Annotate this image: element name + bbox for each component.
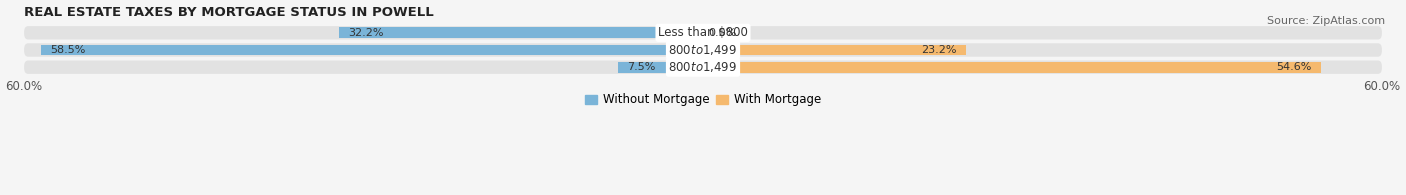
Bar bbox=[339, 27, 703, 38]
Bar bbox=[703, 62, 1320, 73]
FancyBboxPatch shape bbox=[24, 60, 1382, 74]
Text: 23.2%: 23.2% bbox=[921, 45, 956, 55]
Text: 32.2%: 32.2% bbox=[347, 28, 384, 38]
Bar bbox=[41, 45, 703, 55]
Text: $800 to $1,499: $800 to $1,499 bbox=[668, 43, 738, 57]
Text: 7.5%: 7.5% bbox=[627, 62, 655, 72]
Text: 58.5%: 58.5% bbox=[51, 45, 86, 55]
Bar bbox=[619, 62, 703, 73]
Text: Source: ZipAtlas.com: Source: ZipAtlas.com bbox=[1267, 16, 1385, 26]
Text: 0.0%: 0.0% bbox=[709, 28, 737, 38]
Text: REAL ESTATE TAXES BY MORTGAGE STATUS IN POWELL: REAL ESTATE TAXES BY MORTGAGE STATUS IN … bbox=[24, 5, 434, 19]
Legend: Without Mortgage, With Mortgage: Without Mortgage, With Mortgage bbox=[581, 89, 825, 111]
Text: 54.6%: 54.6% bbox=[1277, 62, 1312, 72]
Text: $800 to $1,499: $800 to $1,499 bbox=[668, 60, 738, 74]
Text: Less than $800: Less than $800 bbox=[658, 26, 748, 39]
FancyBboxPatch shape bbox=[24, 26, 1382, 40]
FancyBboxPatch shape bbox=[24, 43, 1382, 57]
Bar bbox=[703, 45, 966, 55]
